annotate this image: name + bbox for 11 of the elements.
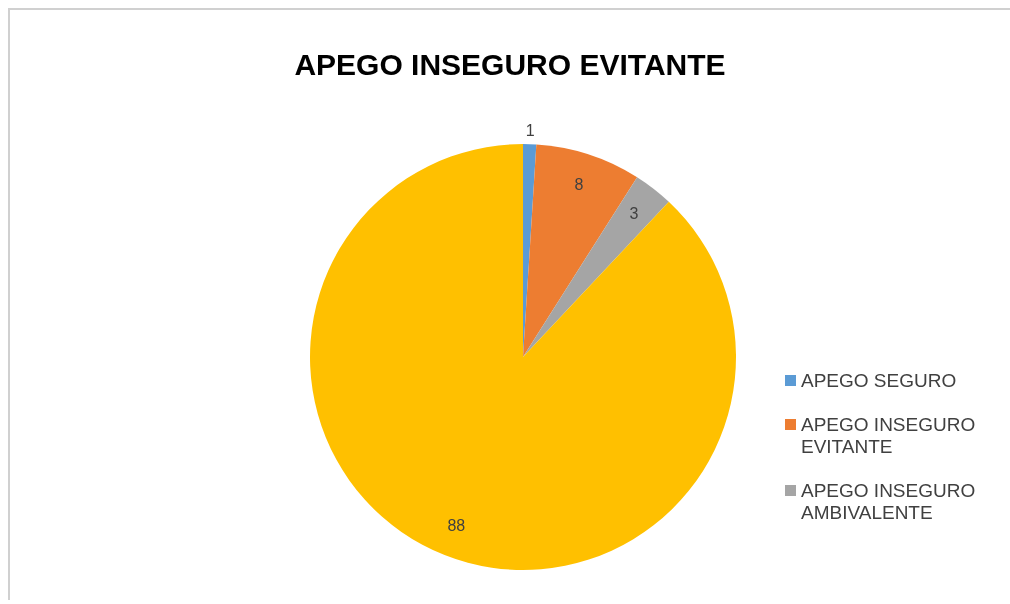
chart-title: APEGO INSEGURO EVITANTE	[293, 48, 727, 82]
pie-slice	[523, 177, 669, 357]
data-label: 8	[574, 176, 584, 194]
pie-slice	[310, 144, 736, 570]
legend-label: APEGO SEGURO	[801, 370, 957, 392]
legend-label: APEGO INSEGURO EVITANTE	[801, 414, 977, 458]
data-label: 1	[525, 121, 535, 139]
data-label: 88	[447, 516, 466, 534]
legend-label: APEGO INSEGURO AMBIVALENTE	[801, 480, 977, 524]
pie-slice	[523, 144, 638, 357]
data-label: 3	[629, 205, 639, 223]
